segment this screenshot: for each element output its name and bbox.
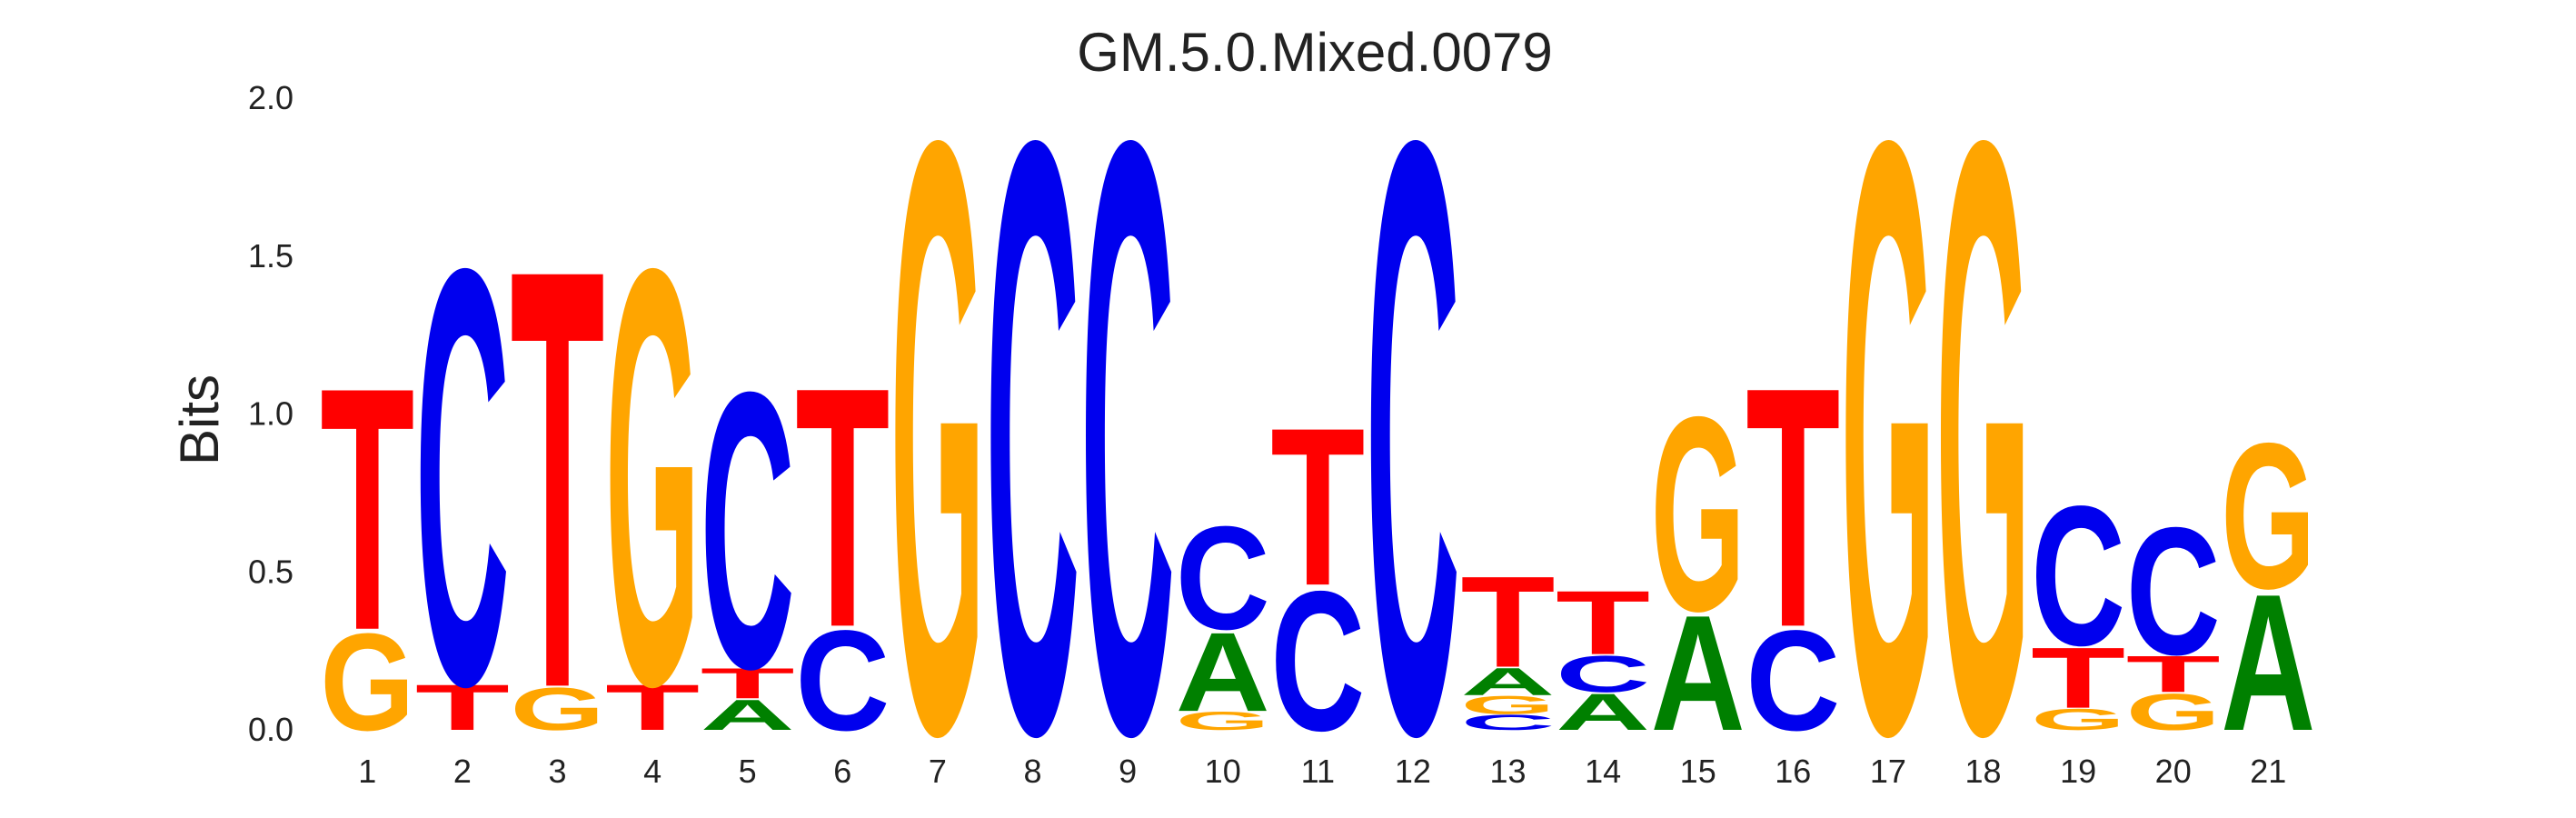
logo-letter-A: A: [701, 691, 795, 739]
logo-letter-T: T: [701, 660, 795, 708]
x-tick-label: 9: [1119, 753, 1137, 790]
logo-letter-T: T: [511, 145, 605, 813]
logo-letter-T: T: [2126, 644, 2221, 703]
logo-letter-T: T: [320, 315, 414, 703]
x-tick-label: 3: [548, 753, 566, 790]
logo-letter-C: C: [1556, 645, 1650, 703]
logo-letter-C: C: [2126, 489, 2221, 693]
y-tick-label: 2.0: [248, 79, 293, 116]
x-tick-label: 14: [1585, 753, 1621, 790]
x-tick-label: 6: [833, 753, 851, 790]
x-tick-label: 7: [929, 753, 947, 790]
logo-letter-C: C: [795, 600, 890, 760]
x-axis-ticks: 1 2 3 4 5 6 7 8 9 10 11 12 13 14 15 16 17 18 19 20 21: [358, 753, 2286, 790]
x-tick-label: 5: [739, 753, 757, 790]
logo-letter-A: A: [1556, 683, 1650, 742]
x-tick-label: 15: [1680, 753, 1716, 790]
logo-letter-T: T: [795, 315, 890, 698]
x-tick-label: 17: [1870, 753, 1906, 790]
logo-letter-C: C: [1366, 0, 1460, 818]
x-tick-label: 16: [1775, 753, 1811, 790]
y-axis-label: Bits: [169, 374, 230, 465]
logo-letter-C: C: [2031, 465, 2125, 688]
logo-letter-T: T: [605, 671, 700, 743]
y-tick-label: 0.5: [248, 553, 293, 590]
logo-letter-A: A: [1176, 610, 1270, 735]
logo-letter-C: C: [1176, 496, 1270, 661]
logo-letter-G: G: [320, 605, 414, 760]
logo-letter-T: T: [1270, 382, 1365, 633]
logo-letter-T: T: [1556, 572, 1650, 673]
x-tick-label: 2: [453, 753, 472, 790]
x-tick-label: 18: [1964, 753, 2001, 790]
logo-letter-G: G: [1651, 359, 1746, 669]
x-tick-label: 4: [643, 753, 661, 790]
x-tick-label: 13: [1489, 753, 1526, 790]
logo-letter-T: T: [1461, 550, 1556, 694]
logo-letter-G: G: [1176, 706, 1270, 735]
logo-letter-G: G: [890, 0, 985, 818]
logo-letter-G: G: [2221, 399, 2315, 632]
logo-letter-A: A: [1651, 581, 1746, 765]
x-tick-label: 10: [1205, 753, 1241, 790]
logo-letter-G: G: [2031, 703, 2125, 736]
logo-letter-C: C: [415, 146, 510, 809]
logo-letter-T: T: [1746, 315, 1840, 698]
x-tick-label: 21: [2250, 753, 2286, 790]
x-tick-label: 12: [1395, 753, 1431, 790]
logo-letter-A: A: [2221, 554, 2315, 772]
x-tick-label: 8: [1023, 753, 1041, 790]
logo-letter-G: G: [605, 145, 700, 808]
logo-letter-G: G: [2126, 683, 2221, 741]
y-tick-label: 0.0: [248, 711, 293, 748]
logo-letter-G: G: [1461, 691, 1556, 720]
logo-letter-G: G: [1936, 0, 2031, 818]
x-tick-label: 20: [2155, 753, 2192, 790]
logo-letter-C: C: [701, 311, 795, 752]
logo-letter-G: G: [1841, 0, 1935, 818]
x-tick-label: 1: [358, 753, 376, 790]
logo-letter-A: A: [1461, 660, 1556, 703]
y-axis-ticks: 0.0 0.5 1.0 1.5 2.0: [248, 79, 293, 748]
logo-letter-G: G: [511, 675, 605, 743]
logo-letter-T: T: [415, 671, 510, 743]
logo-letter-C: C: [1270, 551, 1365, 773]
x-tick-label: 11: [1301, 753, 1335, 790]
y-tick-label: 1.5: [248, 237, 293, 274]
logo-letter-T: T: [2031, 630, 2125, 726]
y-tick-label: 1.0: [248, 395, 293, 433]
logo-letter-C: C: [986, 0, 1080, 818]
chart-title: GM.5.0.Mixed.0079: [1077, 22, 1553, 83]
logo-letter-C: C: [1746, 600, 1840, 760]
x-tick-label: 19: [2060, 753, 2096, 790]
logo-letter-C: C: [1461, 711, 1556, 735]
logo-letter-C: C: [1080, 0, 1175, 818]
